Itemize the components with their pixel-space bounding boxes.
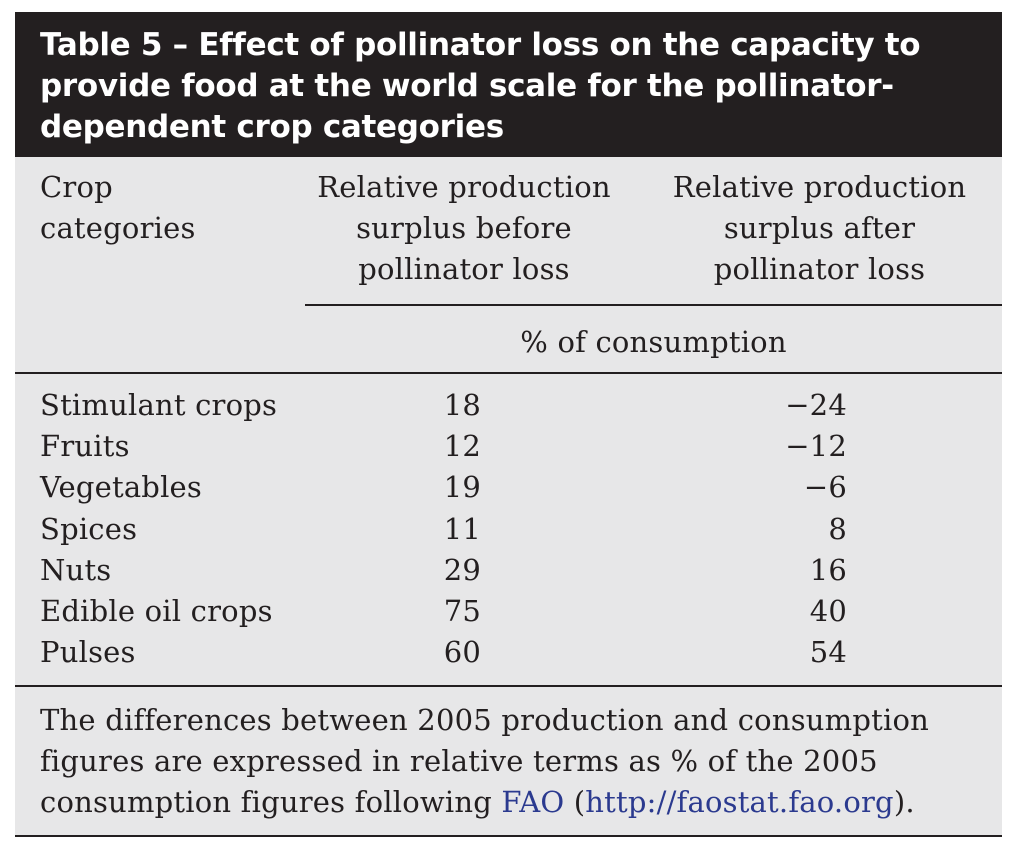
header-before-line-3: pollinator loss — [358, 252, 570, 286]
footnote-text: The differences between 2005 production … — [40, 703, 929, 819]
footnote-paren-open: ( — [564, 785, 586, 819]
header-after-line-3: pollinator loss — [713, 252, 926, 286]
header-crop-categories: Crop categories — [40, 167, 196, 249]
cell-crop: Spices — [40, 512, 138, 546]
cell-before: 18 — [443, 388, 481, 422]
table-footnote: The differences between 2005 production … — [40, 700, 995, 823]
table-row: Stimulant crops 18 −24 — [15, 385, 1002, 426]
table-bottom-rule — [15, 835, 1002, 837]
cell-after: −12 — [785, 429, 847, 463]
cell-after: 16 — [809, 553, 847, 587]
footnote-paren-close: ). — [893, 785, 915, 819]
header-after-line-1: Relative production — [672, 170, 967, 204]
cell-after: 54 — [809, 635, 847, 669]
body-bottom-rule — [15, 685, 1002, 687]
table-row: Pulses 60 54 — [15, 632, 1002, 673]
fao-link[interactable]: FAO — [501, 785, 565, 819]
header-crop-line-1: Crop — [40, 170, 113, 204]
table-container: Table 5 – Effect of pollinator loss on t… — [15, 12, 1002, 837]
cell-before: 11 — [443, 512, 481, 546]
cell-after: −6 — [803, 470, 847, 504]
cell-before: 19 — [443, 470, 481, 504]
header-before-line-2: surplus before — [356, 211, 572, 245]
header-surplus-before: Relative production surplus before polli… — [305, 167, 623, 290]
header-subrule — [305, 304, 1002, 306]
cell-crop: Stimulant crops — [40, 388, 278, 422]
cell-crop: Vegetables — [40, 470, 202, 504]
table-row: Vegetables 19 −6 — [15, 467, 1002, 508]
cell-after: 40 — [809, 594, 847, 628]
header-crop-line-2: categories — [40, 211, 196, 245]
table-title-bar: Table 5 – Effect of pollinator loss on t… — [15, 12, 1002, 157]
table-row: Spices 11 8 — [15, 509, 1002, 550]
cell-crop: Fruits — [40, 429, 130, 463]
cell-after: 8 — [828, 512, 847, 546]
header-surplus-after: Relative production surplus after pollin… — [657, 167, 982, 290]
cell-before: 75 — [443, 594, 481, 628]
cell-before: 60 — [443, 635, 481, 669]
cell-before: 29 — [443, 553, 481, 587]
table-row: Edible oil crops 75 40 — [15, 591, 1002, 632]
faostat-url-link[interactable]: http://faostat.fao.org — [585, 785, 894, 819]
cell-before: 12 — [443, 429, 481, 463]
header-bottom-rule — [15, 372, 1002, 374]
table-title: Table 5 – Effect of pollinator loss on t… — [40, 27, 921, 145]
cell-crop: Pulses — [40, 635, 136, 669]
cell-after: −24 — [785, 388, 847, 422]
cell-crop: Nuts — [40, 553, 112, 587]
cell-crop: Edible oil crops — [40, 594, 273, 628]
table-row: Nuts 29 16 — [15, 550, 1002, 591]
header-after-line-2: surplus after — [723, 211, 916, 245]
header-before-line-1: Relative production — [317, 170, 611, 204]
table-row: Fruits 12 −12 — [15, 426, 1002, 467]
unit-label: % of consumption — [520, 325, 787, 359]
